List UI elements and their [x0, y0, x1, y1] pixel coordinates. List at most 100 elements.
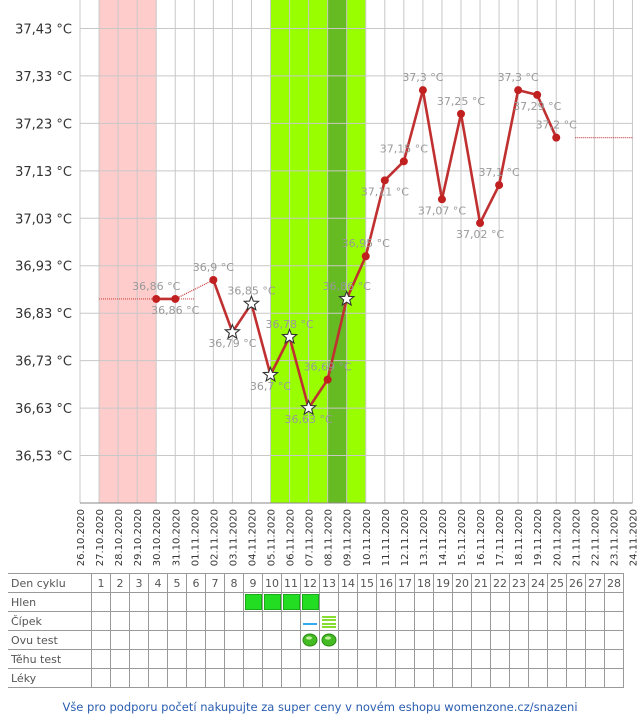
data-label: 36,95 °C	[342, 237, 390, 250]
day-cell	[509, 649, 529, 669]
baselines	[99, 137, 633, 300]
day-cell	[509, 592, 529, 612]
table-row: Těhu test	[8, 649, 624, 669]
data-point-star	[338, 289, 356, 307]
x-tick-label: 03.11.2020	[228, 509, 239, 566]
table-row: Hlen	[8, 592, 624, 612]
day-number: 22	[490, 573, 510, 593]
y-tick-label: 37,43 °C	[15, 22, 72, 37]
data-label: 37,02 °C	[456, 228, 504, 241]
day-number: 13	[319, 573, 339, 593]
day-cell	[300, 668, 320, 688]
day-cell	[281, 630, 301, 650]
x-tick-label: 21.11.2020	[571, 509, 582, 566]
day-cell	[585, 611, 605, 631]
day-cell	[148, 611, 168, 631]
series-segment	[478, 184, 501, 224]
day-cell	[319, 649, 339, 669]
day-cell	[281, 649, 301, 669]
day-number: 28	[604, 573, 624, 593]
day-cell	[471, 611, 491, 631]
data-label: 37,3 °C	[402, 71, 443, 84]
x-axis-ticks: 26.10.2020 27.10.2020 28.10.2020 29.10.2020…	[76, 509, 639, 566]
day-cell	[319, 668, 339, 688]
table-row: Čípek	[8, 611, 624, 631]
day-cell	[148, 668, 168, 688]
x-tick-label: 15.11.2020	[457, 509, 468, 566]
day-cell	[604, 668, 624, 688]
day-cell	[300, 592, 320, 612]
day-cell	[471, 592, 491, 612]
day-cell	[167, 592, 187, 612]
cervix-marker	[321, 614, 337, 629]
data-point	[552, 133, 561, 142]
x-tick-label: 30.10.2020	[152, 509, 163, 566]
day-cell	[433, 630, 453, 650]
day-cell	[395, 649, 415, 669]
day-cell	[243, 649, 263, 669]
cervix-stripe	[303, 615, 317, 618]
table-header-row: Den cyklu 1 2 3 4 5 6 7 8 9 10 11 12 13 14 15 16 17 18 19 20…	[8, 573, 624, 593]
day-cell	[186, 649, 206, 669]
day-cell	[91, 611, 111, 631]
y-tick-label: 36,73 °C	[15, 355, 72, 370]
data-point	[533, 90, 542, 99]
y-tick-label: 36,63 °C	[15, 402, 72, 417]
day-cell	[357, 649, 377, 669]
footer-link[interactable]: Vše pro podporu početí nakupujte za supe…	[62, 700, 578, 714]
day-cell	[471, 668, 491, 688]
day-cell	[224, 649, 244, 669]
data-label: 37,25 °C	[437, 95, 485, 108]
day-number: 14	[338, 573, 358, 593]
day-cell	[167, 630, 187, 650]
x-tick-label: 04.11.2020	[247, 509, 258, 566]
day-cell	[262, 592, 282, 612]
data-label: 36,78 °C	[265, 318, 313, 331]
y-tick-label: 36,53 °C	[15, 450, 72, 465]
ovu-test-icon	[321, 633, 337, 646]
day-cell	[452, 668, 472, 688]
cervix-stripe	[303, 622, 317, 625]
day-cell	[547, 649, 567, 669]
day-number: 6	[186, 573, 206, 593]
day-cell	[205, 630, 225, 650]
data-point	[457, 109, 465, 118]
row-label: Den cyklu	[8, 573, 92, 593]
x-tick-label: 24.11.2020	[628, 509, 639, 566]
data-point-star	[242, 294, 261, 312]
data-point	[380, 176, 389, 185]
day-cell	[186, 592, 206, 612]
data-label: 36,86 °C	[151, 304, 199, 317]
table-row: Ovu test	[8, 630, 624, 650]
day-cell	[224, 611, 244, 631]
day-cell	[357, 611, 377, 631]
data-label: 36,79 °C	[208, 337, 256, 350]
day-cell	[186, 668, 206, 688]
day-cell	[205, 649, 225, 669]
day-number: 7	[205, 573, 225, 593]
day-number: 1	[91, 573, 111, 593]
mucus-marker	[244, 594, 262, 610]
day-cell	[338, 611, 358, 631]
x-tick-label: 27.10.2020	[95, 509, 106, 566]
data-point	[418, 86, 427, 95]
day-cell	[452, 630, 472, 650]
x-tick-label: 13.11.2020	[419, 509, 430, 566]
day-number: 17	[395, 573, 415, 593]
data-label: 36,86 °C	[323, 280, 371, 293]
data-label: 36,63 °C	[285, 413, 333, 426]
temperature-series	[152, 86, 561, 416]
day-cell	[110, 630, 130, 650]
x-tick-label: 31.10.2020	[171, 509, 182, 566]
data-point	[476, 219, 485, 228]
series-segment	[440, 113, 463, 200]
day-number: 26	[566, 573, 586, 593]
series-segment	[326, 298, 348, 380]
day-number: 16	[376, 573, 396, 593]
day-cell	[414, 649, 434, 669]
row-label: Léky	[8, 668, 92, 688]
day-cell	[205, 592, 225, 612]
x-tick-label: 01.11.2020	[190, 509, 201, 566]
data-point	[399, 157, 408, 166]
day-cell	[129, 630, 149, 650]
